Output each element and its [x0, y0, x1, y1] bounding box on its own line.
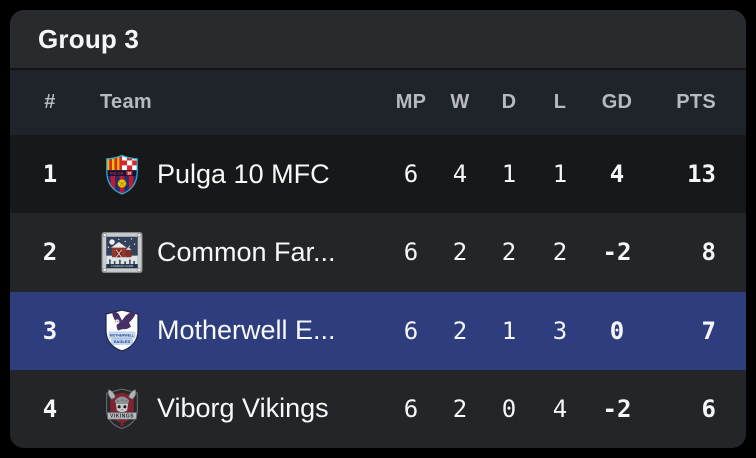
svg-text:PULGA: PULGA — [110, 170, 124, 175]
svg-text:MOTHERWELL: MOTHERWELL — [110, 334, 134, 338]
pts-cell: 6 — [701, 394, 716, 423]
team-cell: PULGA 10 Pulga 10 MFC — [90, 151, 386, 197]
table-row[interactable]: 2 COMMON FARM Comm — [10, 213, 746, 292]
pts-cell: 7 — [701, 316, 716, 345]
gd-cell: -2 — [602, 394, 632, 423]
svg-text:COMMON FARM: COMMON FARM — [111, 264, 134, 268]
svg-text:VIKINGS: VIKINGS — [110, 414, 134, 420]
standings-body: 1 PULGA 10 — [10, 135, 746, 448]
team-name: Common Far... — [157, 236, 336, 267]
d-cell: 1 — [501, 160, 517, 189]
common-farm-crest-icon: COMMON FARM — [101, 231, 143, 273]
mp-cell: 6 — [403, 394, 419, 423]
team-cell: MOTHERWELL EAGLES Motherwell E... — [90, 308, 386, 354]
team-logo: VIKINGS — [100, 386, 144, 432]
gd-cell: 4 — [609, 160, 625, 189]
svg-text:10: 10 — [127, 171, 131, 175]
table-row[interactable]: 1 PULGA 10 — [10, 135, 746, 214]
mp-cell: 6 — [403, 316, 419, 345]
l-cell: 1 — [552, 160, 568, 189]
mp-cell: 6 — [403, 160, 419, 189]
pulga-crest-icon: PULGA 10 — [106, 154, 138, 195]
rank-cell: 2 — [42, 238, 58, 267]
team-cell: COMMON FARM Common Far... — [90, 229, 386, 275]
col-header-mp: MP — [395, 91, 427, 113]
gd-cell: 0 — [609, 316, 625, 345]
mp-cell: 6 — [403, 238, 419, 267]
viborg-vikings-crest-icon: VIKINGS — [106, 388, 138, 430]
col-header-pts: PTS — [676, 91, 716, 113]
group-header: Group 3 — [10, 10, 746, 70]
rank-cell: 4 — [42, 394, 58, 423]
rank-cell: 3 — [42, 316, 58, 345]
standings-card: Group 3 # Team MP W D L GD PTS 1 PULGA — [10, 10, 746, 448]
rank-cell: 1 — [42, 160, 58, 189]
team-name: Motherwell E... — [157, 315, 336, 346]
w-cell: 2 — [452, 316, 468, 345]
team-logo: COMMON FARM — [100, 229, 144, 275]
team-name: Viborg Vikings — [157, 393, 329, 424]
col-header-d: D — [501, 91, 517, 113]
w-cell: 4 — [452, 160, 468, 189]
team-cell: VIKINGS Viborg Vikings — [90, 386, 386, 432]
l-cell: 4 — [552, 394, 568, 423]
col-header-w: W — [450, 91, 470, 113]
team-name: Pulga 10 MFC — [157, 158, 330, 189]
table-row[interactable]: 4 VIKINGS Viborg Vikings 6 2 0 4 -2 6 — [10, 369, 746, 448]
d-cell: 0 — [501, 394, 517, 423]
col-header-gd: GD — [601, 91, 633, 113]
col-header-team: Team — [100, 91, 152, 113]
motherwell-eagles-crest-icon: MOTHERWELL EAGLES — [105, 309, 139, 352]
team-logo: MOTHERWELL EAGLES — [100, 308, 144, 354]
col-header-l: L — [553, 91, 567, 113]
l-cell: 2 — [552, 238, 568, 267]
group-title: Group 3 — [38, 23, 140, 54]
team-logo: PULGA 10 — [100, 151, 144, 197]
l-cell: 3 — [552, 316, 568, 345]
svg-text:EAGLES: EAGLES — [114, 339, 131, 344]
col-header-rank: # — [44, 91, 56, 113]
pts-cell: 13 — [687, 160, 716, 189]
d-cell: 2 — [501, 238, 517, 267]
w-cell: 2 — [452, 394, 468, 423]
table-row[interactable]: 3 MOTHERWELL EAGLES Motherwell E... 6 2 … — [10, 291, 746, 370]
pts-cell: 8 — [701, 238, 716, 267]
column-header-row: # Team MP W D L GD PTS — [10, 70, 746, 135]
gd-cell: -2 — [602, 238, 632, 267]
d-cell: 1 — [501, 316, 517, 345]
w-cell: 2 — [452, 238, 468, 267]
